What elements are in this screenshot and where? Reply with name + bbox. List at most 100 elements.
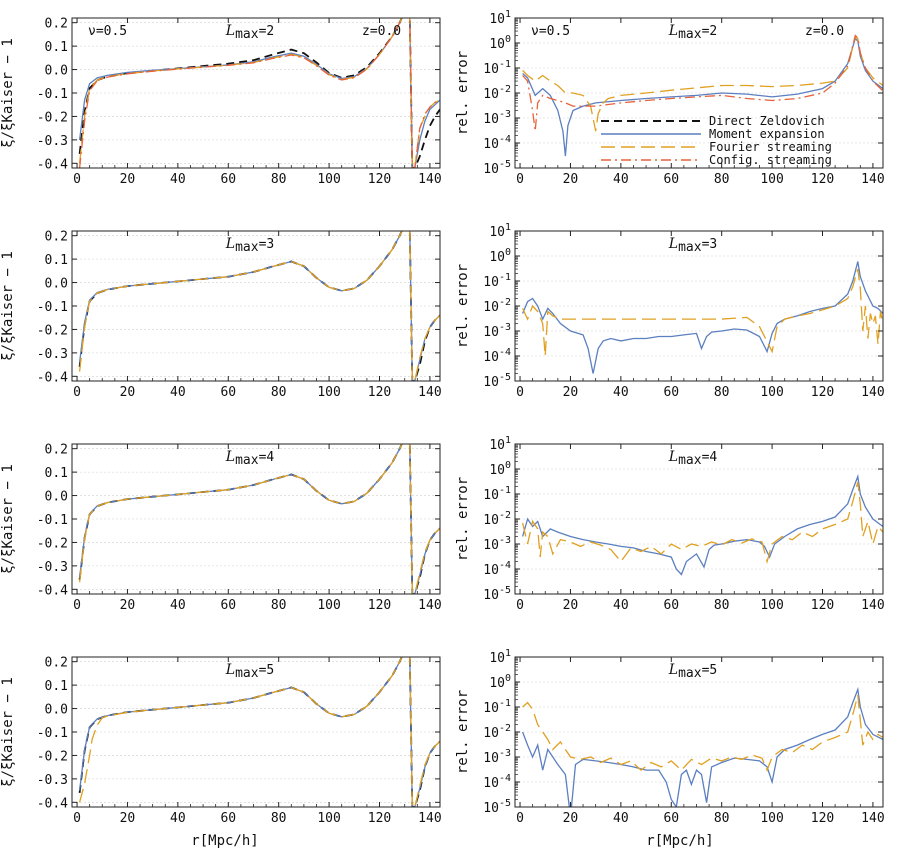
x-tick-label: 140 <box>418 385 441 400</box>
x-tick-label: 0 <box>516 598 524 613</box>
lmax-label: Lmax=3 <box>225 236 274 255</box>
x-tick-label: 120 <box>811 811 834 826</box>
y-axis-label: rel. error <box>455 264 471 348</box>
x-tick-label: 40 <box>170 385 186 400</box>
y-tick-label: 0.1 <box>45 40 68 55</box>
x-tick-label: 120 <box>811 385 834 400</box>
legend-label-fourier: Fourier streaming <box>709 140 832 154</box>
y-tick-label: -0.3 <box>37 347 68 362</box>
y-tick-label: -0.2 <box>37 110 68 125</box>
x-tick-label: 0 <box>516 811 524 826</box>
x-tick-label: 60 <box>220 811 236 826</box>
x-tick-label: 80 <box>271 598 287 613</box>
x-tick-label: 60 <box>663 385 679 400</box>
y-tick-label: 10-2 <box>483 84 511 102</box>
y-tick-label: 0.0 <box>45 703 68 718</box>
lmax-label: Lmax=3 <box>668 236 717 255</box>
y-tick-label: 10-2 <box>483 510 511 528</box>
x-tick-label: 80 <box>714 811 730 826</box>
y-tick-label: 101 <box>489 648 511 666</box>
x-tick-label: 140 <box>861 172 884 187</box>
panel-left-lmax-2: 0 20 40 60 80 100 120 140 -0.4 -0.3 -0.2 -0.1 0.0 0.1… <box>0 17 442 187</box>
y-tick-label: 0.1 <box>45 679 68 694</box>
x-tick-label: 20 <box>563 811 579 826</box>
x-axis-label-right: r[Mpc/h] <box>646 833 713 849</box>
y-tick-label: 10-3 <box>483 748 511 766</box>
lmax-label: Lmax=2 <box>225 23 274 42</box>
x-tick-label: 120 <box>811 172 834 187</box>
series-fourier <box>78 444 440 594</box>
y-tick-label: 100 <box>489 247 511 265</box>
y-tick-label: 0.2 <box>45 443 68 458</box>
panel-right-lmax-3: 0 20 40 60 80 100 120 140 10-5 10-4 10-3 10-2 10-1 10… <box>455 222 885 400</box>
y-tick-label: 101 <box>489 435 511 453</box>
x-tick-label: 20 <box>120 172 136 187</box>
y-axis-label: ξ/ξKaiser − 1 <box>0 677 16 787</box>
panel-left-lmax-3: 0 20 40 60 80 100 120 140 -0.4 -0.3 -0.2 -0.1 0.0 0.1… <box>0 230 442 400</box>
y-tick-label: -0.1 <box>37 87 68 102</box>
x-tick-label: 20 <box>563 172 579 187</box>
y-tick-label: 10-5 <box>483 798 511 816</box>
y-tick-label: -0.1 <box>37 726 68 741</box>
nu-label: ν=0.5 <box>531 24 570 39</box>
y-tick-label: 101 <box>489 222 511 240</box>
x-tick-label: 100 <box>760 811 783 826</box>
x-tick-label: 80 <box>714 598 730 613</box>
x-tick-label: 80 <box>271 172 287 187</box>
y-tick-label: 0.0 <box>45 490 68 505</box>
y-tick-label: 10-4 <box>483 560 511 578</box>
y-tick-label: 0.0 <box>45 277 68 292</box>
y-tick-label: 10-5 <box>483 159 511 177</box>
y-tick-label: -0.3 <box>37 134 68 149</box>
y-tick-label: 10-1 <box>483 485 511 503</box>
x-tick-label: 140 <box>418 811 441 826</box>
x-tick-label: 40 <box>613 811 629 826</box>
x-tick-label: 0 <box>516 385 524 400</box>
y-tick-label: 101 <box>489 9 511 27</box>
x-tick-label: 100 <box>317 598 340 613</box>
x-tick-label: 0 <box>73 598 81 613</box>
x-tick-label: 20 <box>563 598 579 613</box>
series-moment <box>522 37 883 157</box>
y-tick-label: 10-5 <box>483 372 511 390</box>
y-tick-label: 0.1 <box>45 466 68 481</box>
y-axis-label: rel. error <box>455 477 471 561</box>
series-fourier <box>522 35 883 132</box>
x-tick-label: 20 <box>563 385 579 400</box>
series-fourier <box>78 657 440 807</box>
x-tick-label: 60 <box>220 172 236 187</box>
y-tick-label: 10-4 <box>483 134 511 152</box>
x-tick-label: 80 <box>271 811 287 826</box>
x-tick-label: 60 <box>663 598 679 613</box>
lmax-label: Lmax=4 <box>668 449 718 468</box>
y-tick-label: 10-2 <box>483 723 511 741</box>
y-tick-label: 10-3 <box>483 322 511 340</box>
y-tick-label: 10-1 <box>483 698 511 716</box>
x-tick-label: 80 <box>714 172 730 187</box>
y-tick-label: 100 <box>489 34 511 52</box>
y-tick-label: 100 <box>489 460 511 478</box>
y-axis-label: ξ/ξKaiser − 1 <box>0 464 16 574</box>
lmax-label: Lmax=2 <box>668 23 717 42</box>
x-tick-label: 0 <box>73 811 81 826</box>
y-axis-label: ξ/ξKaiser − 1 <box>0 251 16 361</box>
series-config <box>522 34 883 132</box>
x-tick-label: 120 <box>811 598 834 613</box>
y-tick-label: -0.3 <box>37 773 68 788</box>
series-moment <box>521 686 883 807</box>
y-tick-label: -0.3 <box>37 560 68 575</box>
x-tick-label: 120 <box>368 172 391 187</box>
x-tick-label: 40 <box>170 172 186 187</box>
x-tick-label: 40 <box>613 385 629 400</box>
y-tick-label: -0.1 <box>37 300 68 315</box>
y-tick-label: 10-1 <box>483 272 511 290</box>
x-tick-label: 60 <box>663 172 679 187</box>
y-tick-label: 0.2 <box>45 17 68 32</box>
x-tick-label: 40 <box>613 598 629 613</box>
x-tick-label: 20 <box>120 811 136 826</box>
x-tick-label: 80 <box>714 385 730 400</box>
y-tick-label: 10-1 <box>483 59 511 77</box>
legend-label-direct: Direct Zeldovich <box>709 114 825 128</box>
panel-right-lmax-4: 0 20 40 60 80 100 120 140 10-5 10-4 10-3 10-2 10-1 10… <box>455 435 885 613</box>
